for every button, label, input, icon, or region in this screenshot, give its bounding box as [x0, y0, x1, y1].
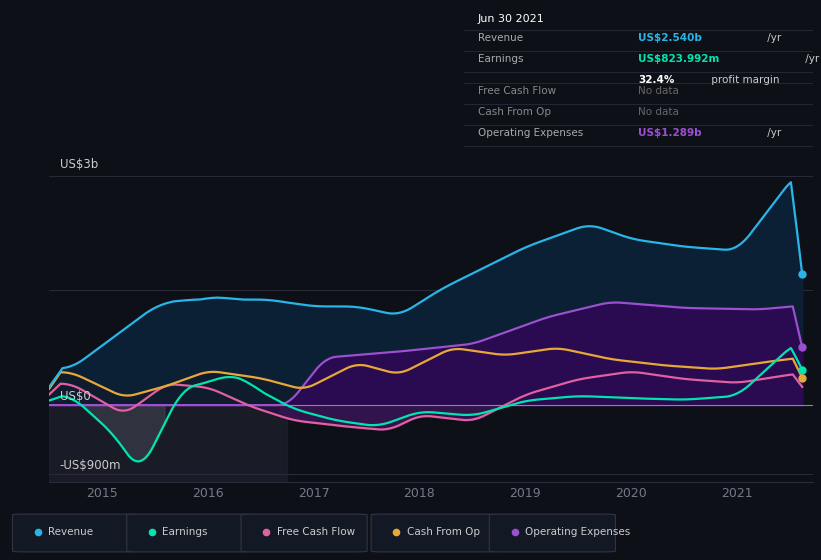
Text: Revenue: Revenue: [48, 527, 93, 537]
Text: US$1.289b: US$1.289b: [639, 128, 702, 138]
Text: Jun 30 2021: Jun 30 2021: [478, 15, 544, 24]
Text: Revenue: Revenue: [478, 32, 523, 43]
Text: Cash From Op: Cash From Op: [406, 527, 479, 537]
Text: Earnings: Earnings: [163, 527, 208, 537]
Text: Free Cash Flow: Free Cash Flow: [478, 86, 556, 96]
Text: Free Cash Flow: Free Cash Flow: [277, 527, 355, 537]
FancyBboxPatch shape: [241, 514, 367, 552]
Text: /yr: /yr: [802, 54, 819, 64]
Text: -US$900m: -US$900m: [60, 459, 122, 472]
Text: Cash From Op: Cash From Op: [478, 107, 551, 117]
Text: US$3b: US$3b: [60, 158, 98, 171]
Text: US$2.540b: US$2.540b: [639, 32, 702, 43]
FancyBboxPatch shape: [126, 514, 253, 552]
Text: /yr: /yr: [764, 128, 782, 138]
Text: No data: No data: [639, 86, 679, 96]
Text: Operating Expenses: Operating Expenses: [478, 128, 583, 138]
FancyBboxPatch shape: [371, 514, 498, 552]
Text: Earnings: Earnings: [478, 54, 523, 64]
Text: profit margin: profit margin: [708, 75, 780, 85]
FancyBboxPatch shape: [489, 514, 616, 552]
Text: No data: No data: [639, 107, 679, 117]
Text: US$823.992m: US$823.992m: [639, 54, 720, 64]
Text: /yr: /yr: [764, 32, 782, 43]
Text: Operating Expenses: Operating Expenses: [525, 527, 630, 537]
FancyBboxPatch shape: [12, 514, 139, 552]
Text: US$0: US$0: [60, 390, 90, 403]
Text: 32.4%: 32.4%: [639, 75, 675, 85]
